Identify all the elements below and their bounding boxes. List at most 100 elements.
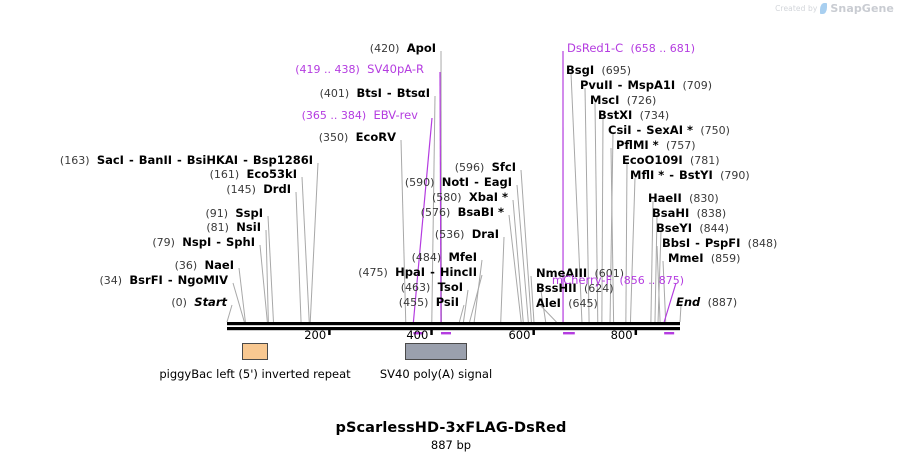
leader-line — [500, 236, 505, 323]
leader-line — [540, 305, 557, 323]
primer-bracket — [440, 332, 451, 335]
site-position: (463) — [400, 281, 431, 294]
site-position: (484) — [411, 251, 442, 264]
leader-line — [508, 214, 522, 323]
enzyme-label-eco53ki: (161) Eco53kI — [209, 167, 297, 181]
leader-line — [458, 304, 465, 323]
leader-line — [656, 245, 661, 323]
leader-line — [516, 184, 529, 323]
site-position: (350) — [318, 131, 349, 144]
ruler-tick-label: 400 — [406, 328, 429, 342]
primer-name: SV40pA-R — [367, 62, 424, 76]
site-position: (790) — [720, 169, 750, 182]
leader-line — [657, 230, 662, 323]
enzyme-label-sspi: (91) SspI — [205, 206, 263, 220]
site-position: (709) — [682, 79, 713, 92]
site-position: (455) — [398, 296, 429, 309]
primer-bracket — [413, 332, 424, 335]
ruler-tick-label: 200 — [304, 328, 327, 342]
primer-name: DsRed1-C — [567, 41, 624, 55]
enzyme-label-hpai: (475) HpaI - HincII — [358, 265, 477, 279]
site-position: (401) — [319, 87, 350, 100]
leader-line — [462, 289, 469, 323]
leader-line — [584, 87, 590, 323]
enzyme-label-end: End (887) — [676, 295, 738, 309]
leader-line — [629, 177, 636, 323]
ruler-tick-mark — [532, 327, 535, 335]
site-position: (145) — [226, 183, 256, 196]
leader-line — [520, 169, 532, 323]
feature-swatch[interactable] — [405, 343, 467, 360]
leader-line — [570, 72, 583, 323]
site-position: (0) — [171, 296, 187, 309]
leader-line — [295, 191, 302, 323]
enzyme-label-csii: CsiI - SexAI * (750) — [608, 123, 730, 137]
plasmid-name: pScarlessHD-3xFLAG-DsRed — [335, 420, 567, 436]
feature-caption: SV40 poly(A) signal — [379, 367, 493, 381]
ruler-bar-top — [227, 322, 680, 326]
enzyme-label-ecoo109i: EcoO109I (781) — [622, 153, 720, 167]
site-position: (859) — [710, 252, 741, 265]
enzyme-label-naei: (36) NaeI — [174, 258, 234, 272]
leader-line — [469, 274, 483, 323]
site-position: (830) — [689, 192, 719, 205]
enzyme-label-bsgi: BsgI (695) — [566, 63, 632, 77]
enzyme-label-nsii: (81) NsiI — [206, 220, 261, 234]
enzyme-label-nspi: (79) NspI - SphI — [152, 235, 255, 249]
site-position: (596) — [454, 161, 485, 174]
site-position: (750) — [700, 124, 730, 137]
enzyme-label-mfei: (484) MfeI — [411, 250, 477, 264]
primer-name: EBV-rev — [373, 108, 418, 122]
enzyme-label-drdi: (145) DrdI — [226, 182, 291, 196]
enzyme-label-tsoi: (463) TsoI — [400, 280, 463, 294]
leader-line — [610, 147, 615, 323]
site-position: (590) — [404, 176, 435, 189]
primer-label-sv40pa-r: (419 .. 438) SV40pA-R — [295, 63, 424, 76]
site-position: (601) — [594, 267, 625, 280]
primer-range: (419 .. 438) — [295, 63, 360, 76]
site-position: (163) — [59, 154, 90, 167]
leader-line — [238, 267, 246, 323]
leader-line — [663, 282, 677, 323]
primer-bracket — [563, 332, 575, 335]
leader-line — [431, 95, 436, 323]
site-position: (576) — [420, 206, 451, 219]
enzyme-label-ecorv: (350) EcoRV — [318, 130, 396, 144]
leader-line — [232, 282, 245, 323]
enzyme-label-haeii: HaeII (830) — [648, 191, 719, 205]
leader-line — [439, 71, 442, 323]
ruler-tick-mark — [634, 327, 638, 335]
leader-line — [301, 176, 310, 323]
enzyme-label-bsabi: (576) BsaBI * — [420, 205, 504, 219]
enzyme-label-xbai: (580) XbaI * — [431, 190, 508, 204]
feature-swatch[interactable] — [242, 343, 268, 360]
ruler-bar-bottom — [227, 327, 680, 331]
leader-line — [259, 244, 268, 323]
leader-line — [625, 162, 628, 323]
enzyme-label-bsahi: BsaHI (838) — [652, 206, 727, 220]
leader-line — [662, 260, 667, 323]
leader-line — [309, 162, 319, 323]
primer-range: (365 .. 384) — [301, 109, 367, 122]
leader-line — [650, 200, 654, 323]
site-position: (36) — [174, 259, 198, 272]
enzyme-label-noti: (590) NotI - EagI — [404, 175, 512, 189]
site-position: (91) — [205, 207, 229, 220]
site-position: (475) — [358, 266, 388, 279]
site-position: (848) — [747, 237, 778, 250]
plasmid-size: 887 bp — [430, 438, 472, 452]
site-position: (887) — [707, 296, 738, 309]
enzyme-label-pvuii: PvuII - MspA1I (709) — [580, 78, 713, 92]
primer-label-dsred1-c: DsRed1-C (658 .. 681) — [567, 42, 695, 55]
ruler-tick-label: 800 — [610, 328, 633, 342]
enzyme-label-btsi: (401) BtsI - BtsαI — [319, 86, 430, 100]
enzyme-label-psii: (455) PsiI — [398, 295, 459, 309]
enzyme-label-bseyi: BseYI (844) — [656, 221, 729, 235]
ruler-graphic — [227, 322, 680, 335]
site-position: (757) — [666, 139, 696, 152]
leader-line — [400, 139, 407, 323]
site-position: (624) — [583, 282, 614, 295]
enzyme-label-sfci: (596) SfcI — [454, 160, 516, 174]
